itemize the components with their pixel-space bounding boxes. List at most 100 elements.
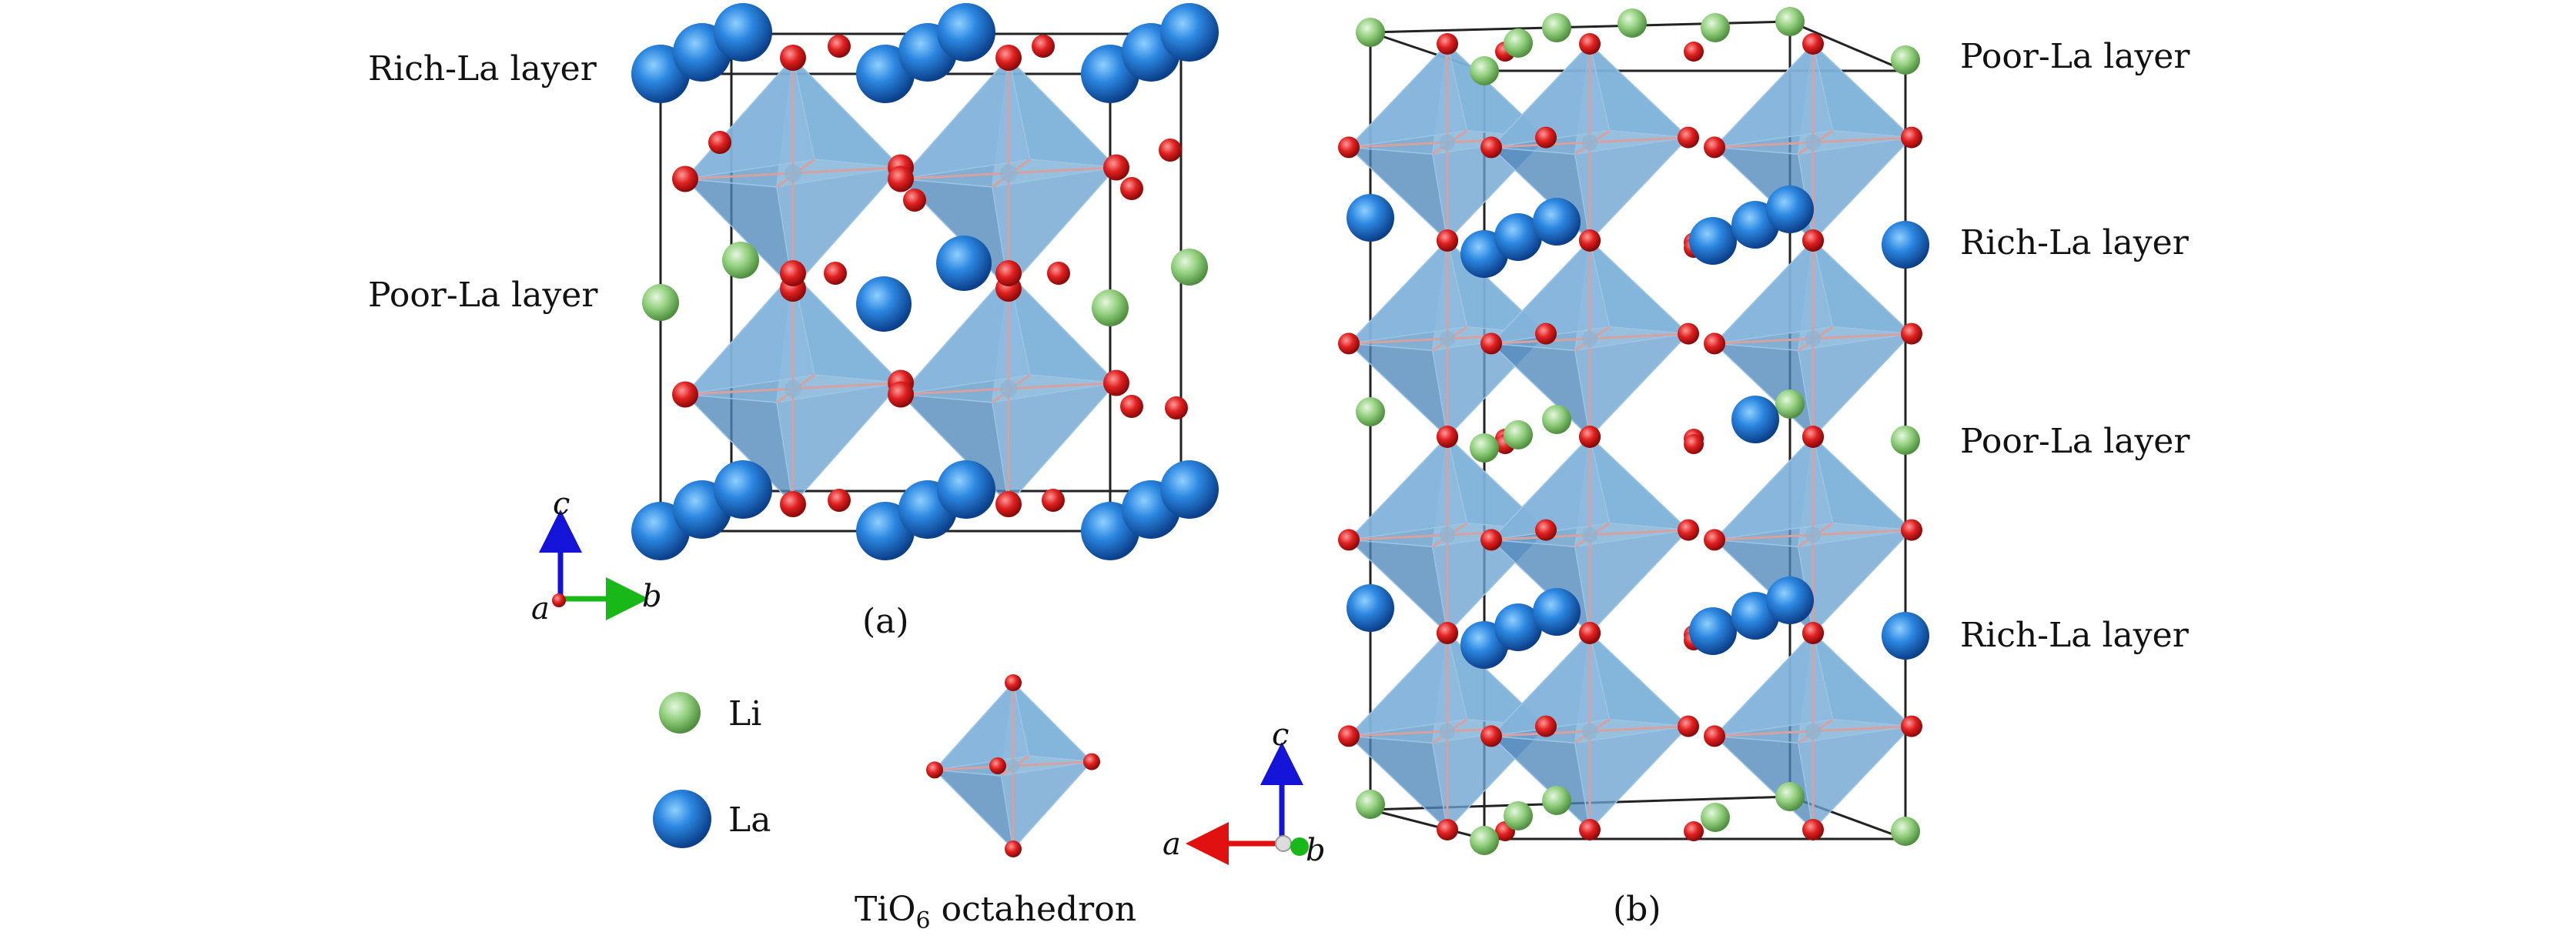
la-atom-icon [1882, 221, 1929, 269]
octahedron-face [1588, 434, 1691, 531]
oxygen-atom-icon [1042, 489, 1065, 512]
oxygen-atom-icon [1083, 753, 1100, 770]
li-atom-icon [1542, 13, 1571, 42]
ti-atom-icon [784, 379, 802, 398]
oxygen-atom-icon [1159, 139, 1182, 162]
ti-atom-icon [1439, 330, 1456, 347]
oxygen-atom-icon [1684, 821, 1704, 841]
oxygen-atom-icon [1678, 715, 1699, 737]
panel-b-octahedra [1347, 42, 1914, 832]
oxygen-atom-icon [1437, 229, 1458, 251]
la-atom-icon [1882, 612, 1929, 660]
li-atom-icon [1701, 13, 1730, 42]
legend: Li La TiO6 octahedron [653, 674, 1136, 934]
ti-atom-icon [999, 164, 1018, 182]
li-atom-icon [1504, 28, 1533, 58]
oxygen-atom-icon [995, 491, 1022, 517]
li-atom-icon [1470, 433, 1499, 463]
octahedron-face [776, 166, 902, 290]
panel-a-structure [631, 3, 1219, 560]
oxygen-atom-icon [1338, 332, 1360, 355]
tio6-octahedron [1489, 630, 1691, 832]
li-atom-icon [1504, 420, 1533, 449]
oxygen-atom-icon [1802, 819, 1824, 840]
oxygen-atom-icon [903, 189, 926, 212]
ti-atom-icon [1006, 759, 1020, 773]
la-atom-icon [1160, 460, 1219, 519]
oxygen-atom-icon [672, 381, 698, 408]
oxygen-atom-icon [1678, 322, 1699, 345]
oxygen-atom-icon [1032, 35, 1055, 58]
panel-b-label-rich-la-2: Rich-La layer [1960, 616, 2190, 655]
octahedron-face [933, 681, 1030, 771]
li-atom-icon [1775, 7, 1805, 36]
la-atom-icon [1731, 396, 1779, 443]
axis-b-label-b: b [1306, 833, 1326, 868]
la-atom-icon [1689, 607, 1737, 655]
oxygen-atom-icon [1579, 819, 1601, 840]
li-atom-icon [1542, 786, 1571, 815]
octahedron-face [1588, 630, 1691, 727]
oxygen-atom-icon [1005, 840, 1022, 857]
octahedron-face [1588, 238, 1691, 335]
oxygen-atom-icon [1901, 519, 1922, 541]
octahedron-face [776, 382, 902, 506]
octahedron-face [992, 166, 1118, 290]
octahedron-face [1812, 238, 1914, 335]
oxygen-atom-icon [1704, 529, 1725, 551]
oxygen-atom-icon [1437, 426, 1458, 447]
li-atom-icon [1701, 803, 1730, 832]
li-atom-icon [1470, 826, 1499, 855]
tio6-octahedron [1489, 238, 1691, 439]
panel-a-axes: c a b [531, 486, 662, 627]
panel-b-atoms [1338, 7, 1929, 855]
oxygen-atom-icon [1579, 229, 1601, 251]
oxygen-atom-icon [1704, 332, 1725, 355]
tio6-octahedron [899, 271, 1118, 506]
cell-edge [1789, 20, 1906, 72]
panel-b-caption: (b) [1613, 890, 1661, 929]
octahedron-face [1574, 529, 1691, 635]
la-atom-icon [1160, 3, 1219, 62]
li-atom-icon [1618, 8, 1647, 38]
oxygen-atom-icon [708, 131, 731, 154]
li-atom-icon [1092, 289, 1129, 326]
octahedron-face [791, 271, 902, 384]
oxygen-atom-icon [1047, 262, 1070, 285]
panel-b-structure [1338, 7, 1929, 855]
legend-li-label: Li [728, 694, 761, 733]
octahedron-face [1797, 332, 1914, 439]
legend-octahedron-label: TiO6 octahedron [855, 890, 1136, 934]
octahedron-face [1489, 343, 1591, 439]
ti-atom-icon [1581, 723, 1598, 740]
oxygen-atom-icon [824, 262, 847, 285]
oxygen-atom-icon [828, 35, 851, 58]
oxygen-atom-icon [1704, 725, 1725, 747]
oxygen-atom-icon [1480, 332, 1502, 355]
tio6-octahedron [1712, 434, 1914, 636]
panel-a-atoms [631, 3, 1219, 560]
oxygen-atom-icon [995, 45, 1022, 71]
oxygen-atom-icon [1338, 136, 1360, 159]
oxygen-atom-icon [888, 165, 914, 192]
octahedron-face [1347, 435, 1468, 541]
oxygen-atom-icon [1437, 622, 1458, 643]
tio6-octahedron [1712, 238, 1914, 439]
oxygen-atom-icon [995, 260, 1022, 286]
panel-b-label-rich-la-1: Rich-La layer [1960, 223, 2190, 262]
octahedron-face [1007, 271, 1118, 384]
ti-atom-icon [1439, 526, 1456, 543]
octahedron-face [1797, 725, 1914, 831]
panel-a-octahedra [684, 55, 1118, 506]
oxygen-atom-icon [1535, 126, 1557, 149]
panel-b-label-poor-la-1: Poor-La layer [1960, 37, 2190, 76]
la-atom-icon [1689, 217, 1737, 265]
oxygen-atom-icon [1120, 177, 1143, 200]
tio6-octahedron [1489, 434, 1691, 636]
li-atom-icon [642, 284, 679, 321]
oxygen-atom-icon [1901, 126, 1922, 149]
li-atom-icon [1891, 817, 1920, 846]
octahedron-face [1712, 435, 1834, 541]
oxygen-atom-icon [926, 761, 943, 779]
li-atom-icon [1891, 426, 1920, 455]
